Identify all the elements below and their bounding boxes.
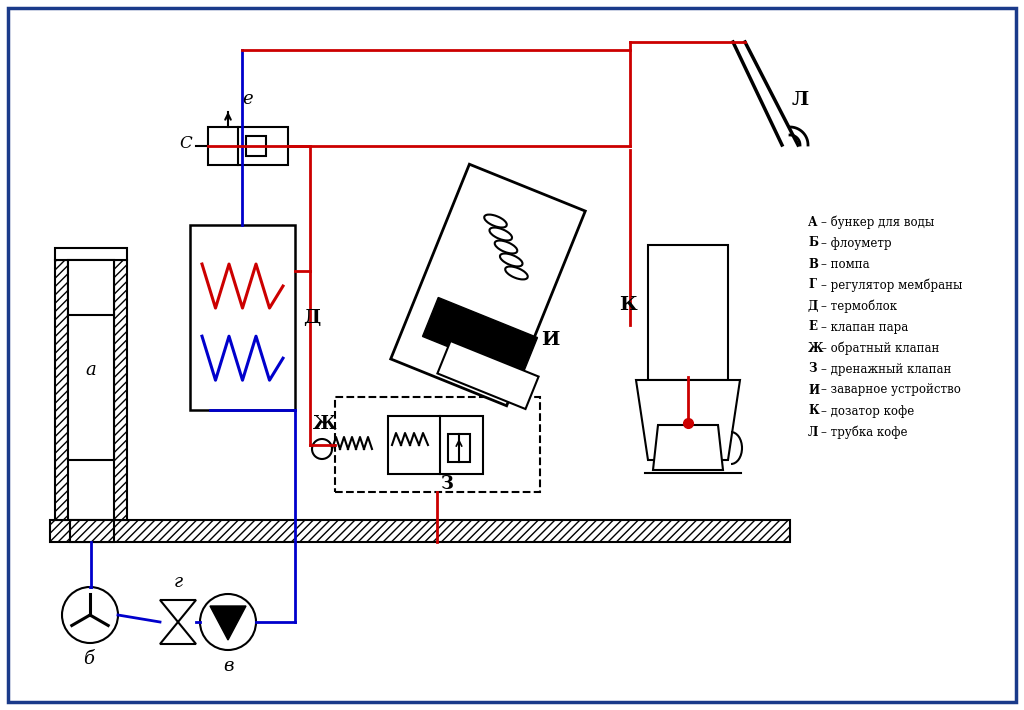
Circle shape <box>200 594 256 650</box>
Bar <box>50 520 790 542</box>
Text: – дренажный клапан: – дренажный клапан <box>821 363 951 376</box>
Text: З: З <box>808 363 816 376</box>
Text: е: е <box>243 90 253 108</box>
Text: в: в <box>223 657 233 675</box>
Bar <box>70 520 114 542</box>
Text: – клапан пара: – клапан пара <box>821 320 908 334</box>
Text: Л: Л <box>808 425 818 439</box>
Text: – помпа: – помпа <box>821 258 869 271</box>
Text: – флоуметр: – флоуметр <box>821 236 892 249</box>
Polygon shape <box>437 341 539 409</box>
Bar <box>190 225 295 410</box>
Text: И: И <box>808 383 819 396</box>
Bar <box>55 248 127 260</box>
Text: С: С <box>179 136 193 153</box>
Text: – регулятор мембраны: – регулятор мембраны <box>821 278 963 292</box>
Text: г: г <box>173 573 182 591</box>
Text: З: З <box>440 475 454 493</box>
Circle shape <box>62 587 118 643</box>
Bar <box>55 260 68 520</box>
Text: – заварное устройство: – заварное устройство <box>821 383 961 396</box>
Text: а: а <box>86 361 96 379</box>
Text: – бункер для воды: – бункер для воды <box>821 215 934 229</box>
Bar <box>68 260 114 460</box>
Text: – дозатор кофе: – дозатор кофе <box>821 405 914 417</box>
Bar <box>114 260 127 520</box>
Text: Ж: Ж <box>808 342 823 354</box>
Bar <box>388 416 483 474</box>
Text: б: б <box>84 650 94 668</box>
Text: – обратный клапан: – обратный клапан <box>821 342 939 355</box>
Bar <box>246 136 266 156</box>
Text: Е: Е <box>808 320 817 334</box>
Text: – термоблок: – термоблок <box>821 299 897 312</box>
Text: Г: Г <box>808 278 816 292</box>
Bar <box>449 434 470 462</box>
Polygon shape <box>391 164 586 406</box>
Text: – трубка кофе: – трубка кофе <box>821 425 907 439</box>
Polygon shape <box>160 622 196 644</box>
Text: Л: Л <box>792 91 809 109</box>
Text: Ж: Ж <box>313 415 337 433</box>
Bar <box>335 397 540 492</box>
Polygon shape <box>160 600 196 622</box>
Text: А: А <box>808 216 817 229</box>
Polygon shape <box>636 380 740 460</box>
Polygon shape <box>423 297 538 376</box>
Text: К: К <box>620 296 637 314</box>
Bar <box>208 127 288 165</box>
Text: Д: Д <box>808 300 818 312</box>
Text: В: В <box>808 258 818 271</box>
Bar <box>648 245 728 380</box>
Text: И: И <box>541 331 559 349</box>
Polygon shape <box>653 425 723 470</box>
Polygon shape <box>210 606 246 640</box>
Text: Б: Б <box>808 236 818 249</box>
Circle shape <box>312 439 332 459</box>
Text: Д: Д <box>303 309 321 327</box>
Text: К: К <box>808 405 819 417</box>
